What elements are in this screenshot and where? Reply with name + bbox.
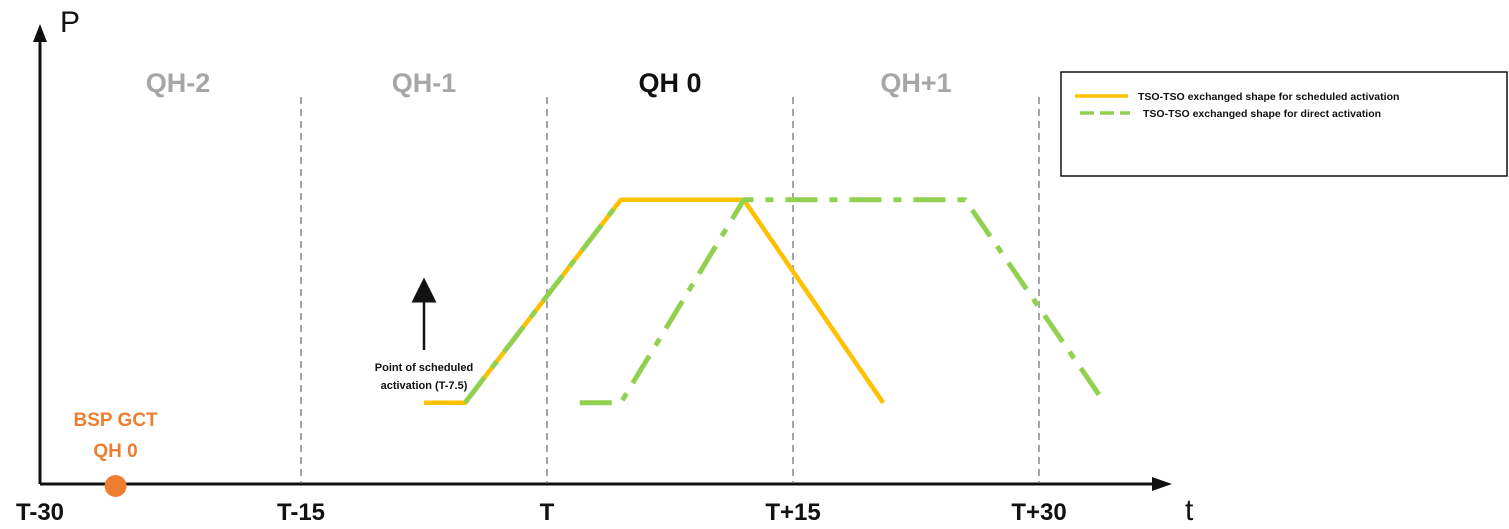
- x-tick-label: T-15: [277, 499, 325, 526]
- bsp-gct-label-line-2: QH 0: [93, 441, 137, 462]
- quarter-hour-dividers: [300, 97, 1040, 482]
- x-axis-label: t: [1185, 494, 1194, 527]
- x-tick-label: T+15: [765, 499, 820, 526]
- quarter-hour-labels: QH-2 QH-1 QH 0 QH+1: [146, 68, 952, 98]
- legend-box: [1060, 71, 1508, 177]
- annotation-line-1: Point of scheduled: [375, 362, 473, 374]
- legend: TSO-TSO exchanged shape for scheduled ac…: [1060, 71, 1508, 177]
- legend-label-direct: TSO-TSO exchanged shape for direct activ…: [1143, 108, 1381, 120]
- legend-label-scheduled: TSO-TSO exchanged shape for scheduled ac…: [1138, 91, 1399, 103]
- qh-label: QH-2: [146, 68, 211, 98]
- x-tick-label: T-30: [16, 499, 64, 526]
- x-tick-labels: T-30 T-15 T T+15 T+30: [16, 499, 1067, 526]
- direct-activation-line: [463, 198, 623, 405]
- x-tick-label: T+30: [1011, 499, 1066, 526]
- qh-label: QH+1: [880, 68, 951, 98]
- direct-activation-line: [579, 197, 1107, 406]
- annotation-line-2: activation (T-7.5): [381, 380, 468, 392]
- y-axis-label: P: [60, 6, 80, 39]
- scheduled-activation-line: [424, 197, 886, 406]
- qh-label: QH 0: [638, 68, 701, 98]
- x-axis-arrowhead: [1152, 477, 1172, 491]
- bsp-gct-marker: [104, 475, 127, 497]
- qh-label: QH-1: [392, 68, 457, 98]
- x-tick-label: T: [540, 499, 555, 526]
- series-lines: [424, 197, 1107, 406]
- bsp-gct-label-line-1: BSP GCT: [74, 410, 159, 431]
- y-axis-arrowhead: [33, 24, 47, 42]
